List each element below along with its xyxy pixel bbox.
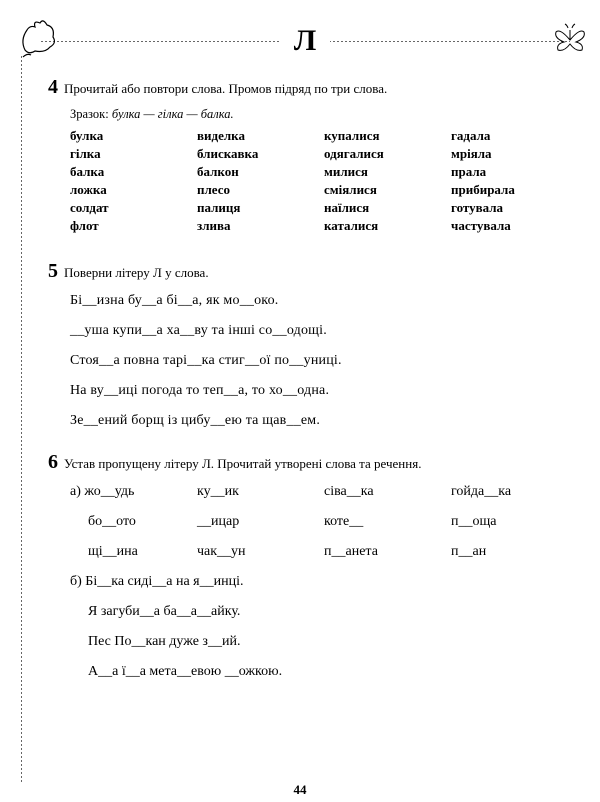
word: балка (70, 164, 189, 180)
fill-sentences: Бі__изна бу__а бі__а, як мо__око. __уша … (70, 293, 570, 429)
exercise-6: 6 Устав пропущену літеру Л. Прочитай утв… (40, 451, 570, 680)
exercise-instruction: Устав пропущену літеру Л. Прочитай утвор… (64, 456, 421, 472)
butterfly-icon (550, 20, 590, 60)
word: палиця (197, 200, 316, 216)
word: ложка (70, 182, 189, 198)
part-a-label: а) (70, 484, 81, 499)
word: бо__ото (70, 514, 189, 530)
word: готувала (451, 200, 570, 216)
sample-text: булка — гілка — балка. (112, 107, 234, 121)
sentence-text: Бі__ка сиді__а на я__инці. (85, 574, 243, 589)
word: __ицар (197, 514, 316, 530)
word: п__анета (324, 544, 443, 560)
page-number: 44 (0, 782, 600, 798)
fox-icon (15, 15, 65, 65)
sentence: Я загуби__а ба__а__айку. (70, 604, 570, 620)
sentence: На ву__иці погода то теп__а, то хо__одна… (70, 383, 570, 399)
word: ку__ик (197, 484, 316, 500)
sentence: __уша купи__а ха__ву та інші со__одощі. (70, 323, 570, 339)
word: флот (70, 218, 189, 234)
ex6-sentences: б) Бі__ка сиді__а на я__инці. Я загуби__… (70, 574, 570, 680)
word: п__оща (451, 514, 570, 530)
word-grid: булка виделка купалися гадала гілка блис… (70, 128, 570, 234)
chapter-letter: Л (280, 24, 330, 58)
word: гадала (451, 128, 570, 144)
word: частувала (451, 218, 570, 234)
word: милися (324, 164, 443, 180)
word: чак__ун (197, 544, 316, 560)
word: а) жо__удь (70, 484, 189, 500)
word: виделка (197, 128, 316, 144)
part-b-label: б) (70, 574, 82, 589)
sentence: А__а ї__а мета__евою __ожкою. (70, 664, 570, 680)
word: булка (70, 128, 189, 144)
word: прибирала (451, 182, 570, 198)
sentence: б) Бі__ка сиді__а на я__инці. (70, 574, 570, 590)
sentence: Пес По__кан дуже з__ий. (70, 634, 570, 650)
page-header: Л (40, 20, 570, 62)
word: гілка (70, 146, 189, 162)
ex6-word-grid: а) жо__удь ку__ик сіва__ка гойда__ка бо_… (70, 484, 570, 560)
word: злива (197, 218, 316, 234)
exercise-instruction: Прочитай або повтори слова. Промов підря… (64, 81, 387, 97)
left-border (20, 55, 22, 782)
word: сіва__ка (324, 484, 443, 500)
exercise-number: 4 (48, 76, 58, 99)
exercise-instruction: Поверни літеру Л у слова. (64, 265, 209, 281)
sample-label: Зразок: (70, 107, 109, 121)
word: солдат (70, 200, 189, 216)
word: наїлися (324, 200, 443, 216)
word: купалися (324, 128, 443, 144)
word: каталися (324, 218, 443, 234)
sentence: Зе__ений борщ із цибу__ею та щав__ем. (70, 413, 570, 429)
word: коте__ (324, 514, 443, 530)
word: мріяла (451, 146, 570, 162)
word: балкон (197, 164, 316, 180)
word: сміялися (324, 182, 443, 198)
word: щі__ина (70, 544, 189, 560)
word-text: жо__удь (84, 484, 134, 499)
word: прала (451, 164, 570, 180)
exercise-number: 5 (48, 260, 58, 283)
sentence: Бі__изна бу__а бі__а, як мо__око. (70, 293, 570, 309)
exercise-5: 5 Поверни літеру Л у слова. Бі__изна бу_… (40, 260, 570, 429)
exercise-4: 4 Прочитай або повтори слова. Промов під… (40, 76, 570, 234)
sentence: Стоя__а повна тарі__ка стиг__ої по__униц… (70, 353, 570, 369)
sample-line: Зразок: булка — гілка — балка. (70, 107, 570, 122)
word: одягалися (324, 146, 443, 162)
exercise-number: 6 (48, 451, 58, 474)
word: плесо (197, 182, 316, 198)
word: гойда__ка (451, 484, 570, 500)
word: блискавка (197, 146, 316, 162)
word: п__ан (451, 544, 570, 560)
